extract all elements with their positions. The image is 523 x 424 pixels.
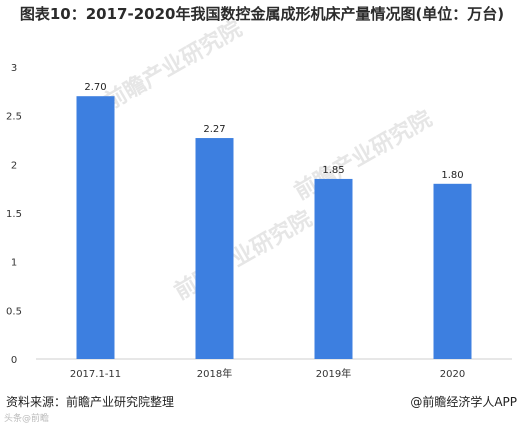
bar: [314, 178, 353, 359]
bar: [433, 183, 472, 359]
source-note: 资料来源：前瞻产业研究院整理: [6, 395, 175, 409]
y-axis-ticks: 0 0.5 1 1.5 2 2.5 3: [6, 63, 22, 366]
bar-value-label: 1.80: [441, 170, 463, 181]
y-tick-label: 0: [11, 355, 17, 366]
x-tick-label: 2020: [440, 369, 465, 380]
bars-group: 2.70 2.27 1.85 1.80: [76, 82, 472, 359]
x-tick-label: 2019年: [316, 367, 351, 380]
chart-title: 图表10：2017-2020年我国数控金属成形机床产量情况图(单位：万台): [19, 5, 505, 23]
y-tick-label: 0.5: [6, 306, 22, 317]
y-tick-label: 1: [11, 258, 17, 269]
credit-note: @前瞻经济学人APP: [410, 395, 517, 409]
watermark-text: 前瞻产业研究院: [290, 106, 436, 206]
y-tick-label: 1.5: [6, 209, 22, 220]
y-tick-label: 3: [11, 63, 17, 74]
x-axis-labels: 2017.1-11 2018年 2019年 2020: [70, 367, 465, 380]
corner-watermark: 头条@前瞻: [4, 414, 50, 424]
y-tick-label: 2.5: [6, 112, 22, 123]
bar-value-label: 1.85: [322, 165, 344, 176]
bar-value-label: 2.27: [203, 124, 225, 135]
bar: [195, 138, 234, 359]
watermark-text: 前瞻产业研究院: [100, 16, 246, 116]
bar: [76, 96, 115, 359]
x-tick-label: 2017.1-11: [70, 369, 121, 380]
watermark-text: 前瞻产业研究院: [170, 206, 316, 306]
bar-value-label: 2.70: [84, 82, 106, 93]
y-tick-label: 2: [11, 160, 17, 171]
x-tick-label: 2018年: [197, 367, 232, 380]
